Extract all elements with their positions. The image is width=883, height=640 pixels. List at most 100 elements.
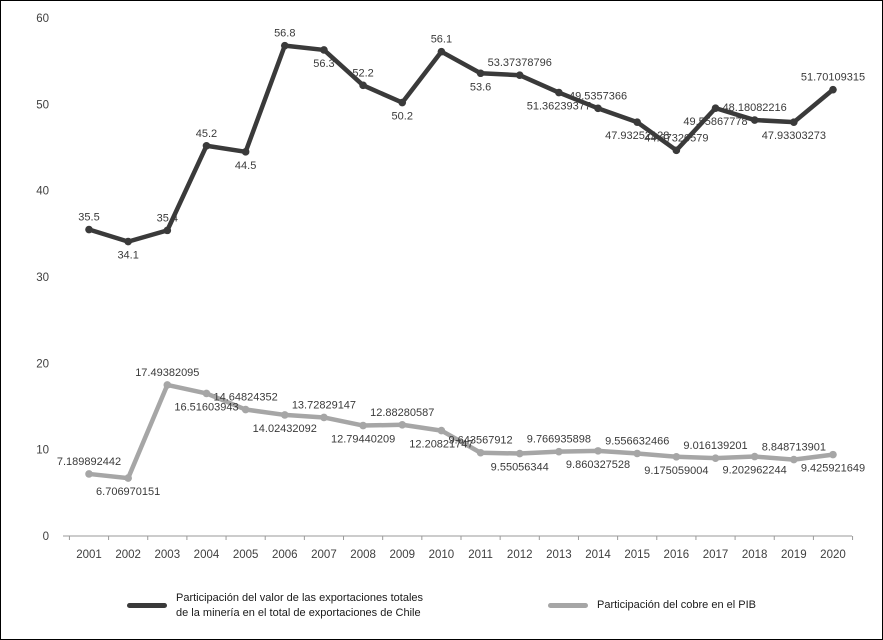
series-line xyxy=(86,382,836,481)
y-tick-label: 10 xyxy=(36,445,49,457)
data-point xyxy=(829,85,837,94)
x-tick-label: 2002 xyxy=(115,549,141,561)
data-point xyxy=(594,104,602,113)
data-point xyxy=(750,452,759,461)
data-label: 9.766935898 xyxy=(527,434,591,446)
legend-item-mining-exports: Participación del valor de las exportaci… xyxy=(127,591,438,621)
data-point xyxy=(398,98,407,107)
data-label: 35.5 xyxy=(78,212,99,224)
data-label: 9.016139201 xyxy=(683,440,747,452)
x-tick-label: 2019 xyxy=(781,549,807,561)
data-label: 44.67320579 xyxy=(644,132,708,144)
data-point xyxy=(124,474,132,482)
data-point xyxy=(437,426,446,435)
data-label: 47.93303273 xyxy=(762,130,826,142)
x-tick-label: 2020 xyxy=(820,549,846,561)
data-label: 9.556632466 xyxy=(605,435,669,447)
x-tick-label: 2010 xyxy=(429,549,455,561)
x-tick-label: 2003 xyxy=(155,549,181,561)
x-tick-label: 2008 xyxy=(350,549,376,561)
data-label: 9.643567912 xyxy=(448,435,512,447)
x-tick-label: 2011 xyxy=(468,549,493,561)
data-label: 52.2 xyxy=(352,67,373,79)
data-label: 35.4 xyxy=(157,212,178,224)
legend-swatch-copper-pib xyxy=(548,603,588,609)
data-label: 53.37378796 xyxy=(488,57,552,69)
data-label: 56.3 xyxy=(313,58,334,70)
line-chart: 0 10 20 30 40 50 60 2001 2002 2003 2004 2005 2006 200… xyxy=(36,13,865,561)
legend-label-mining-exports: Participación del valor de las exportaci… xyxy=(176,592,424,619)
x-tick-label: 2009 xyxy=(389,549,415,561)
data-point xyxy=(672,146,681,155)
data-label: 6.706970151 xyxy=(96,486,160,498)
data-point xyxy=(711,104,720,112)
data-label: 56.8 xyxy=(274,28,295,40)
data-label: 17.49382095 xyxy=(135,367,199,379)
data-point xyxy=(594,447,602,455)
data-point xyxy=(359,421,367,430)
x-tick-label: 2006 xyxy=(272,549,298,561)
y-tick-label: 20 xyxy=(36,358,49,370)
data-label: 12.88280587 xyxy=(370,407,434,419)
data-point xyxy=(320,413,328,422)
x-tick-label: 2001 xyxy=(76,549,102,561)
data-label: 53.6 xyxy=(470,81,491,93)
data-label: 34.1 xyxy=(117,250,138,262)
data-label: 51.70109315 xyxy=(801,72,865,84)
data-point xyxy=(555,88,563,97)
data-label: 9.55056344 xyxy=(491,462,549,474)
data-point xyxy=(124,237,132,246)
y-tick-label: 60 xyxy=(36,13,49,25)
legend-item-copper-pib: Participación del cobre en el PIB xyxy=(548,598,756,613)
data-point xyxy=(398,420,407,429)
x-tick-label: 2004 xyxy=(194,549,220,561)
data-label: 9.202962244 xyxy=(723,465,787,477)
data-label: 12.20821747 xyxy=(409,439,473,451)
data-point xyxy=(85,225,93,234)
data-point xyxy=(672,452,681,461)
data-point xyxy=(633,118,641,126)
data-point xyxy=(515,449,524,458)
legend-label-copper-pib: Participación del cobre en el PIB xyxy=(597,599,756,612)
data-point xyxy=(790,118,798,126)
data-label: 48.18082216 xyxy=(723,102,787,114)
data-point xyxy=(241,148,250,156)
data-label: 13.72829147 xyxy=(292,399,356,411)
data-label: 14.64824352 xyxy=(214,392,278,404)
series-line xyxy=(86,43,836,244)
data-point xyxy=(163,226,172,235)
data-label: 8.848713901 xyxy=(762,442,826,454)
x-tick-label: 2007 xyxy=(311,549,337,561)
data-label: 7.189892442 xyxy=(57,456,121,468)
data-point xyxy=(476,448,485,457)
x-tick-label: 2014 xyxy=(585,549,611,561)
data-label: 9.860327528 xyxy=(566,459,630,471)
y-tick-label: 0 xyxy=(43,531,49,543)
data-point xyxy=(633,449,641,458)
data-point xyxy=(241,405,250,414)
data-label: 49.5357366 xyxy=(569,90,627,102)
data-point xyxy=(829,450,837,459)
data-point xyxy=(750,116,759,124)
data-label: 16.51603943 xyxy=(174,401,238,413)
data-point xyxy=(476,69,485,78)
data-point xyxy=(711,454,720,462)
data-label: 47.93252128 xyxy=(605,130,669,142)
data-label: 9.425921649 xyxy=(801,463,865,475)
legend-swatch-mining-exports xyxy=(127,603,167,609)
x-tick-label: 2013 xyxy=(546,549,572,561)
x-tick-label: 2018 xyxy=(742,549,768,561)
x-tick-label: 2016 xyxy=(664,549,690,561)
data-point xyxy=(437,47,446,56)
data-point xyxy=(280,411,289,419)
data-point xyxy=(555,447,563,456)
data-label: 12.79440209 xyxy=(331,434,395,446)
x-tick-label: 2017 xyxy=(703,549,729,561)
data-label: 49.55867778 xyxy=(683,116,747,128)
data-label: 44.5 xyxy=(235,160,256,172)
data-point xyxy=(202,141,211,150)
data-point xyxy=(515,71,524,80)
y-tick-label: 50 xyxy=(36,99,49,111)
data-point xyxy=(85,470,93,478)
